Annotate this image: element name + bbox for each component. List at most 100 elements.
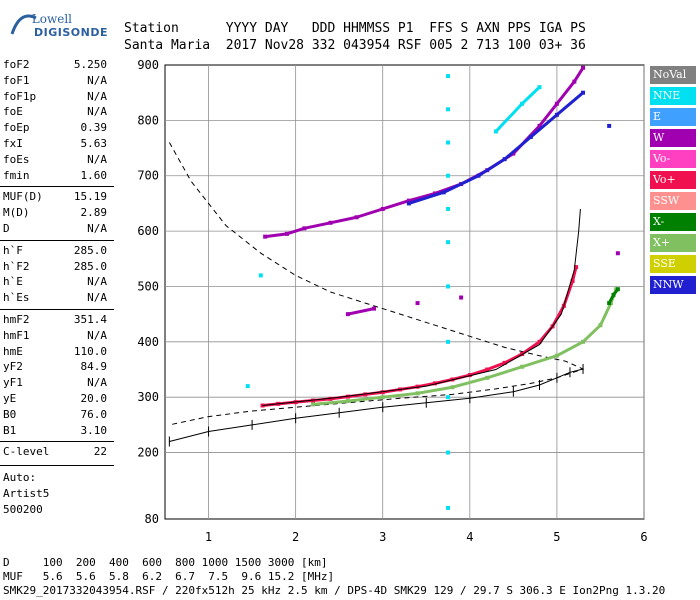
legend-entry: Vo- xyxy=(650,150,696,168)
param-label: B0 xyxy=(3,407,17,421)
data-point xyxy=(446,107,451,112)
x-tick-label: 5 xyxy=(553,530,560,544)
param-value: 285.0 xyxy=(73,259,107,273)
param-label: h`F2 xyxy=(3,259,30,273)
param-separator xyxy=(0,441,114,443)
param-label: MUF(D) xyxy=(3,190,43,204)
autoscaling-line3: 500200 xyxy=(3,503,43,517)
data-trace xyxy=(312,397,331,403)
legend-entry: NoVal xyxy=(650,66,696,84)
data-trace xyxy=(582,324,602,343)
data-point xyxy=(574,265,579,270)
param-value: 110.0 xyxy=(73,344,107,358)
data-point xyxy=(446,395,451,400)
y-tick-label: 800 xyxy=(137,113,159,127)
param-row: fmin 1.60 xyxy=(0,169,110,184)
param-value: 5.250 xyxy=(73,58,107,71)
x-tick-label: 4 xyxy=(466,530,473,544)
param-value: 2.89 xyxy=(80,206,108,220)
plot-frame xyxy=(164,64,645,520)
param-value: 285.0 xyxy=(73,243,107,257)
y-tick-label: 900 xyxy=(137,58,159,72)
param-row: yE 20.0 xyxy=(0,392,110,407)
param-label: hmE xyxy=(3,344,23,358)
data-trace xyxy=(304,221,331,230)
param-row: foF1 N/A xyxy=(0,74,110,89)
param-row: h`F2 285.0 xyxy=(0,260,110,275)
param-row: hmE 110.0 xyxy=(0,345,110,360)
data-trace xyxy=(521,86,541,105)
data-trace xyxy=(347,392,366,399)
param-value: N/A xyxy=(87,275,107,289)
fit-curve xyxy=(262,208,581,406)
data-trace xyxy=(382,391,418,399)
data-trace xyxy=(443,174,480,194)
data-point xyxy=(581,90,586,95)
data-trace xyxy=(417,385,453,395)
param-row: hmF1 N/A xyxy=(0,329,110,344)
data-trace xyxy=(573,66,585,83)
data-trace xyxy=(365,390,383,396)
data-point xyxy=(446,206,451,211)
autoscaling-line1: Auto: xyxy=(3,471,37,485)
param-label: M(D) xyxy=(3,206,30,220)
param-label: D xyxy=(3,222,10,235)
param-separator xyxy=(0,309,114,310)
param-label: yF2 xyxy=(3,360,23,374)
y-tick-label: 500 xyxy=(137,279,159,293)
data-point xyxy=(446,450,451,455)
param-row: foEp 0.39 xyxy=(0,121,110,136)
param-value: N/A xyxy=(87,291,107,305)
param-row: foEs N/A xyxy=(0,153,110,168)
data-trace xyxy=(503,135,532,161)
data-trace xyxy=(417,381,436,389)
data-trace xyxy=(486,365,523,380)
data-trace xyxy=(408,190,445,205)
legend-entry: SSW xyxy=(650,192,696,210)
data-point xyxy=(245,384,250,389)
logo-lowell-text: Lowell xyxy=(31,12,72,26)
digisonde-logo: Lowell DIGISONDE xyxy=(8,8,108,48)
param-separator xyxy=(0,465,114,467)
legend-entry: W xyxy=(650,129,696,147)
data-trace xyxy=(486,361,506,371)
param-row: yF1 N/A xyxy=(0,376,110,391)
param-label: hmF1 xyxy=(3,328,30,342)
param-label: foF2 xyxy=(3,58,30,71)
param-value: N/A xyxy=(87,328,107,342)
header-values-row: Santa Maria 2017 Nov28 332 043954 RSF 00… xyxy=(124,38,586,53)
legend-entry: NNE xyxy=(650,87,696,105)
param-row: MUF(D) 15.19 xyxy=(0,190,110,205)
data-trace xyxy=(347,307,375,316)
data-point xyxy=(446,284,451,289)
param-row: foE N/A xyxy=(0,105,110,120)
data-trace xyxy=(286,226,305,236)
param-value: 84.9 xyxy=(80,360,108,374)
data-point xyxy=(607,123,612,128)
data-trace xyxy=(347,395,383,403)
legend-entry: Vo+ xyxy=(650,171,696,189)
param-row: h`F 285.0 xyxy=(0,244,110,259)
param-value: 3.10 xyxy=(80,423,108,437)
footer-distance-row: D 100 200 400 600 800 1000 1500 3000 [km… xyxy=(3,556,328,569)
param-row: B0 76.0 xyxy=(0,408,110,423)
data-trace xyxy=(529,113,558,139)
param-separator xyxy=(0,186,114,188)
data-point xyxy=(459,295,464,300)
data-trace xyxy=(330,395,349,401)
logo-digisonde-text: DIGISONDE xyxy=(34,26,108,39)
param-label: yF1 xyxy=(3,376,23,390)
data-point xyxy=(372,306,377,311)
data-point xyxy=(581,65,586,70)
param-label: foEs xyxy=(3,152,30,166)
legend-entry: SSE xyxy=(650,255,696,273)
data-point xyxy=(446,74,451,79)
param-row: foF2 5.250 xyxy=(0,58,110,73)
param-value: 351.4 xyxy=(73,313,107,326)
data-point xyxy=(446,339,451,344)
x-tick-label: 2 xyxy=(292,530,299,544)
x-tick-label: 1 xyxy=(205,530,212,544)
param-label: h`Es xyxy=(3,291,30,305)
legend-entry: X- xyxy=(650,213,696,231)
data-trace xyxy=(494,102,524,133)
